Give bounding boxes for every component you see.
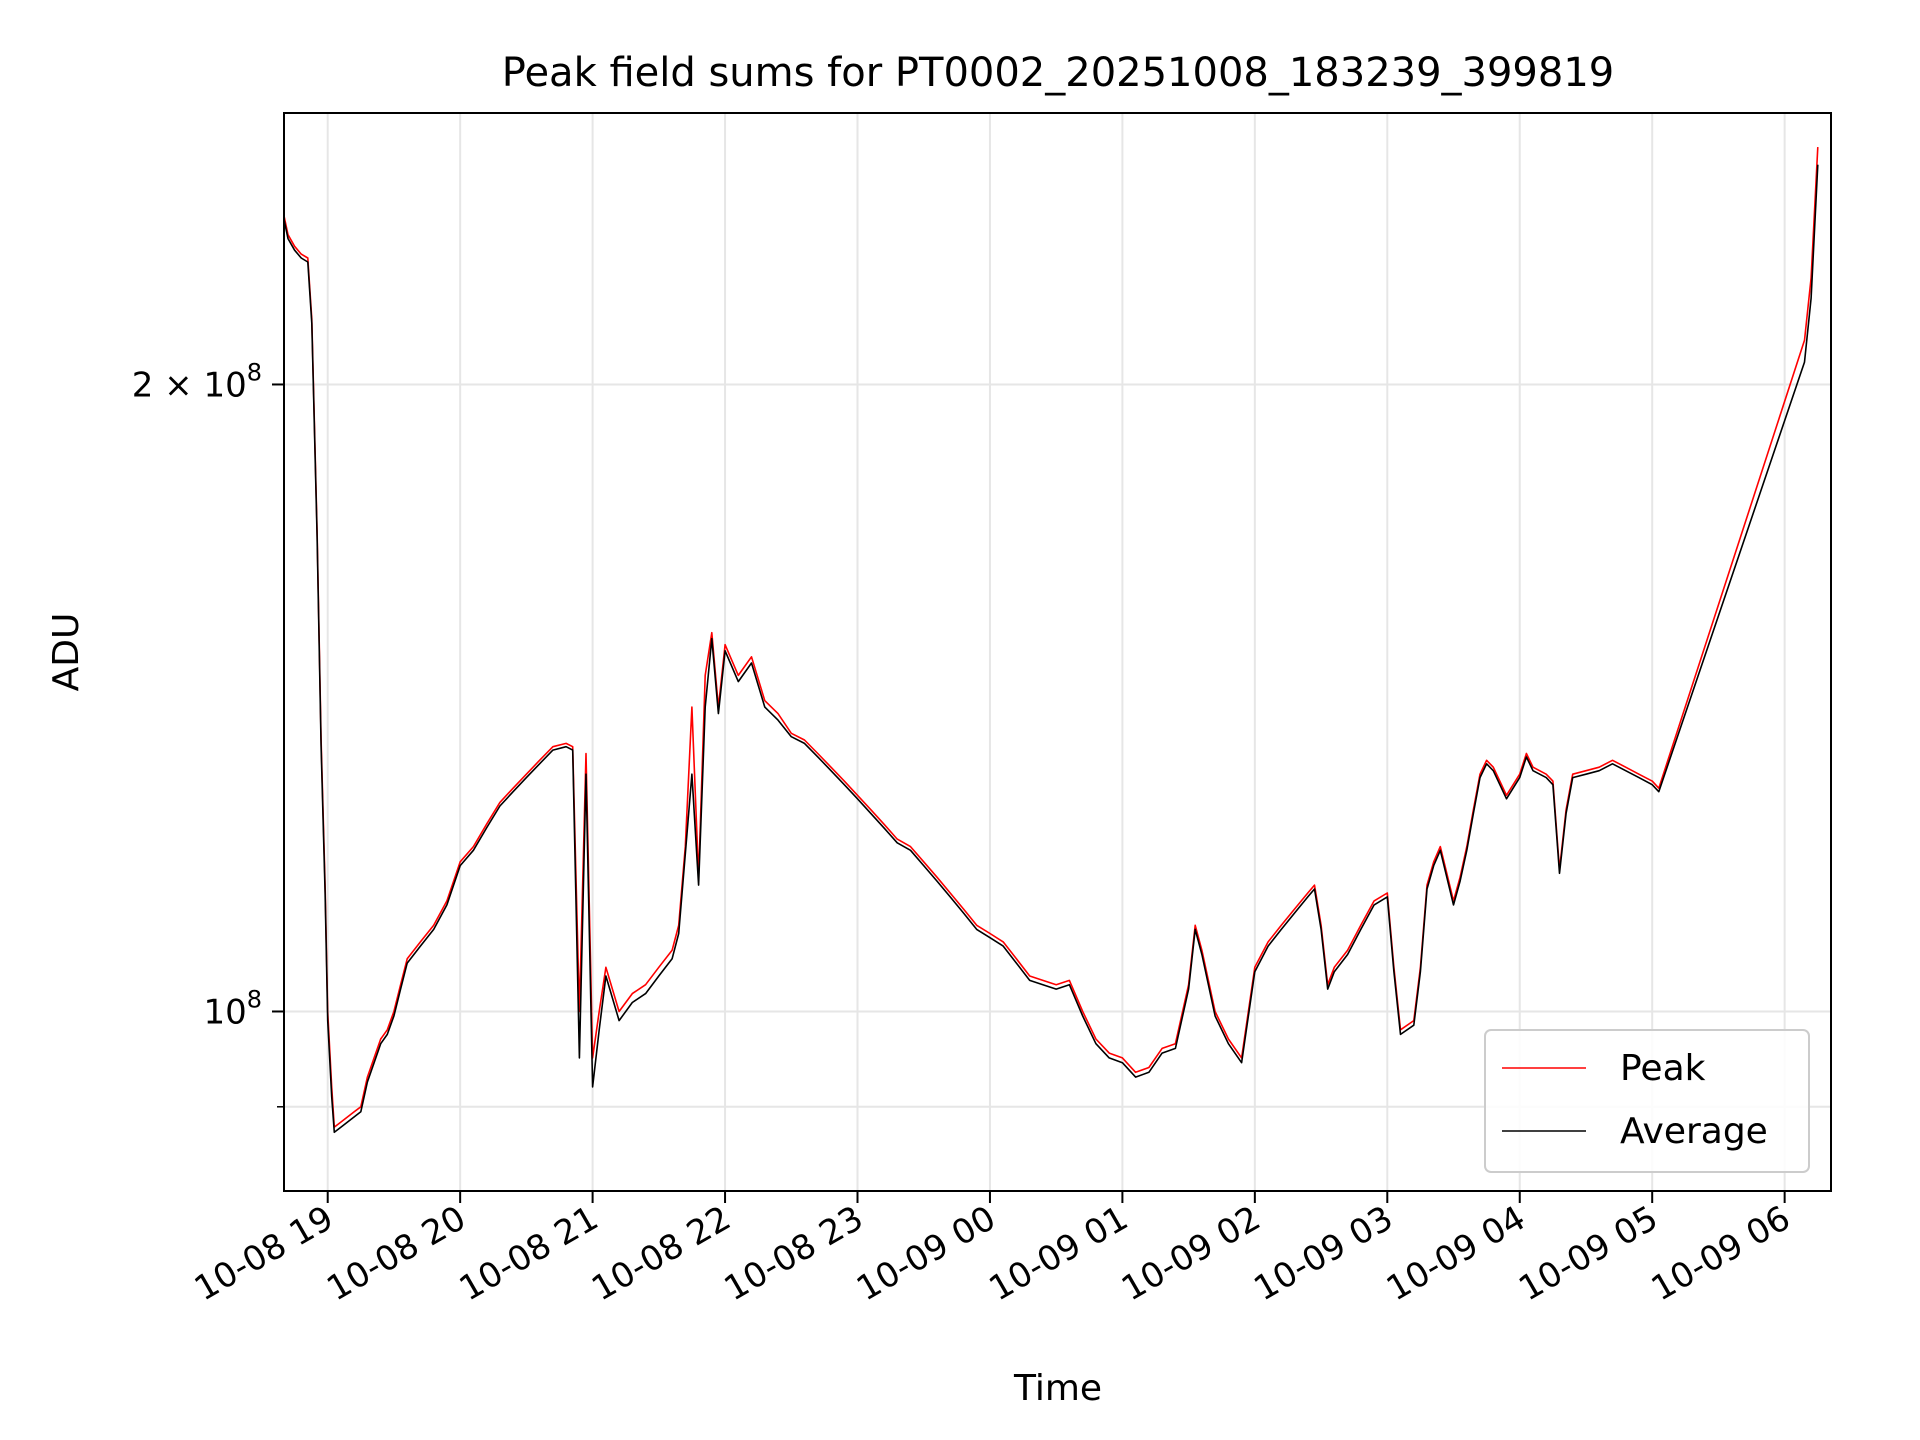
- series-line-average: [284, 164, 1819, 1134]
- plot-frame: [283, 112, 1832, 1192]
- y-axis: 108 2 × 108: [132, 358, 284, 1108]
- legend-label-peak: Peak: [1620, 1048, 1706, 1089]
- legend: Peak Average: [1484, 1029, 1810, 1173]
- legend-label-average: Average: [1620, 1111, 1768, 1152]
- chart-title: Peak field sums for PT0002_20251008_1832…: [502, 50, 1614, 96]
- y-tick-label: 2 × 108: [132, 358, 262, 405]
- y-tick-label: 108: [203, 985, 262, 1032]
- x-axis-label: Time: [1013, 1368, 1102, 1409]
- legend-box: [1484, 1029, 1810, 1173]
- y-axis-label: ADU: [46, 613, 87, 692]
- grid: [284, 113, 1831, 1191]
- series-layer: [284, 147, 1819, 1134]
